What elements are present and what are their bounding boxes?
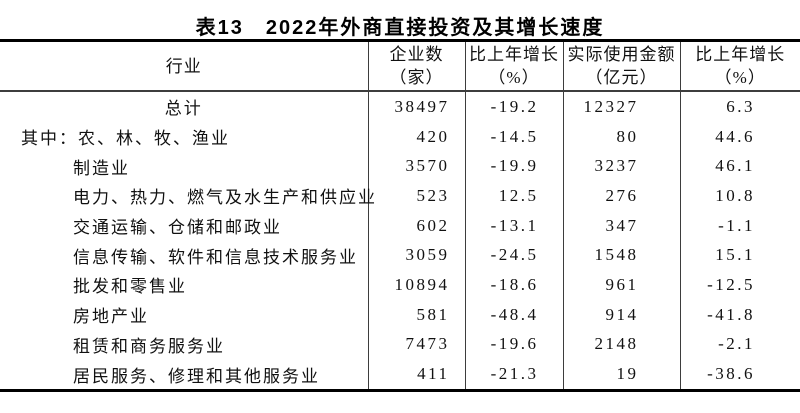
amount-growth-cell: -1.1 xyxy=(679,210,800,241)
industry-cell: 电力、热力、燃气及水生产和供应业 xyxy=(73,188,377,208)
utilized-amount-cell: 276 xyxy=(562,181,680,211)
industry-cell: 居民服务、修理和其他服务业 xyxy=(73,366,320,386)
header-enterprise-growth-label: 比上年增长 xyxy=(469,45,559,64)
enterprises-count-cell: 602 xyxy=(367,210,465,241)
enterprises-count-cell: 3059 xyxy=(367,240,465,271)
amount-growth-cell: -41.8 xyxy=(679,299,800,330)
enterprises-count-cell: 523 xyxy=(367,181,465,211)
amount-growth-cell: -2.1 xyxy=(679,329,800,360)
header-col-enterprises: 企业数 （家） xyxy=(367,40,465,92)
amount-growth-cell: 10.8 xyxy=(679,181,800,211)
industry-cell: 信息传输、软件和信息技术服务业 xyxy=(73,247,358,267)
header-utilized-amount-label: 实际使用金额 xyxy=(567,45,676,64)
fdi-table: 行业 企业数 （家） 比上年增长 （%） 实际使用金额 （亿元） 比上年增长 （… xyxy=(0,39,800,392)
utilized-amount-cell: 3237 xyxy=(562,151,680,182)
enterprises-count-cell: 581 xyxy=(367,299,465,330)
utilized-amount-cell: 80 xyxy=(562,121,680,152)
utilized-amount-cell: 961 xyxy=(562,270,680,300)
amount-growth-cell: 46.1 xyxy=(679,151,800,182)
industry-cell: 租赁和商务服务业 xyxy=(73,336,225,356)
utilized-amount-cell: 12327 xyxy=(562,91,680,122)
table-title: 表13 2022年外商直接投资及其增长速度 xyxy=(195,17,605,39)
table-row: 批发和零售业 10894 -18.6 961 -12.5 xyxy=(0,270,800,300)
table-row: 信息传输、软件和信息技术服务业 3059 -24.5 1548 15.1 xyxy=(0,240,800,271)
header-row: 行业 企业数 （家） 比上年增长 （%） 实际使用金额 （亿元） 比上年增长 （… xyxy=(0,40,800,92)
industry-cell: 交通运输、仓储和邮政业 xyxy=(73,218,282,238)
enterprises-growth-cell: -13.1 xyxy=(464,210,563,241)
header-enterprise-growth-unit: （%） xyxy=(488,68,540,87)
enterprises-growth-cell: 12.5 xyxy=(464,181,563,211)
enterprises-growth-cell: -48.4 xyxy=(464,299,563,330)
industry-cell: 批发和零售业 xyxy=(73,277,187,297)
enterprises-count-cell: 38497 xyxy=(367,91,465,122)
utilized-amount-cell: 1548 xyxy=(562,240,680,271)
enterprises-growth-cell: -24.5 xyxy=(464,240,563,271)
table-row: 电力、热力、燃气及水生产和供应业 523 12.5 276 10.8 xyxy=(0,181,800,211)
header-col-industry: 行业 xyxy=(0,40,368,92)
utilized-amount-cell: 914 xyxy=(562,299,680,330)
utilized-amount-cell: 347 xyxy=(562,210,680,241)
header-col-utilized-amount: 实际使用金额 （亿元） xyxy=(562,40,680,92)
enterprises-count-cell: 10894 xyxy=(367,270,465,300)
amount-growth-cell: -12.5 xyxy=(679,270,800,300)
table-row: 房地产业 581 -48.4 914 -41.8 xyxy=(0,299,800,330)
enterprises-count-cell: 411 xyxy=(367,359,465,391)
table-row: 居民服务、修理和其他服务业 411 -21.3 19 -38.6 xyxy=(0,359,800,391)
amount-growth-cell: 6.3 xyxy=(679,91,800,122)
table-row: 交通运输、仓储和邮政业 602 -13.1 347 -1.1 xyxy=(0,210,800,241)
header-enterprises-label: 企业数 xyxy=(389,45,444,64)
enterprises-growth-cell: -19.9 xyxy=(464,151,563,182)
industry-cell: 制造业 xyxy=(73,158,130,178)
enterprises-count-cell: 7473 xyxy=(367,329,465,360)
enterprises-growth-cell: -19.6 xyxy=(464,329,563,360)
table-body: 总计 38497 -19.2 12327 6.3 其中：农、林、牧、渔业 420… xyxy=(0,91,800,391)
enterprises-growth-cell: -21.3 xyxy=(464,359,563,391)
header-industry-label: 行业 xyxy=(165,56,202,76)
header-amount-growth-unit: （%） xyxy=(714,68,766,87)
enterprises-growth-cell: -14.5 xyxy=(464,121,563,152)
industry-cell: 其中：农、林、牧、渔业 xyxy=(21,129,230,149)
industry-cell: 总计 xyxy=(164,99,203,119)
amount-growth-cell: 44.6 xyxy=(679,121,800,152)
header-utilized-amount-unit: （亿元） xyxy=(585,68,658,87)
header-col-enterprise-growth: 比上年增长 （%） xyxy=(464,40,563,92)
header-enterprises-unit: （家） xyxy=(389,68,444,87)
header-col-amount-growth: 比上年增长 （%） xyxy=(679,40,800,92)
header-amount-growth-label: 比上年增长 xyxy=(695,45,786,64)
table-row: 制造业 3570 -19.9 3237 46.1 xyxy=(0,151,800,182)
enterprises-count-cell: 420 xyxy=(367,121,465,152)
table-header: 行业 企业数 （家） 比上年增长 （%） 实际使用金额 （亿元） 比上年增长 （… xyxy=(0,40,800,92)
utilized-amount-cell: 2148 xyxy=(562,329,680,360)
enterprises-growth-cell: -19.2 xyxy=(464,91,563,122)
table-row: 租赁和商务服务业 7473 -19.6 2148 -2.1 xyxy=(0,329,800,360)
enterprises-growth-cell: -18.6 xyxy=(464,270,563,300)
amount-growth-cell: 15.1 xyxy=(679,240,800,271)
utilized-amount-cell: 19 xyxy=(562,359,680,391)
table-row: 其中：农、林、牧、渔业 420 -14.5 80 44.6 xyxy=(0,121,800,152)
table-row: 总计 38497 -19.2 12327 6.3 xyxy=(0,91,800,122)
amount-growth-cell: -38.6 xyxy=(679,359,800,391)
industry-cell: 房地产业 xyxy=(73,307,149,327)
enterprises-count-cell: 3570 xyxy=(367,151,465,182)
